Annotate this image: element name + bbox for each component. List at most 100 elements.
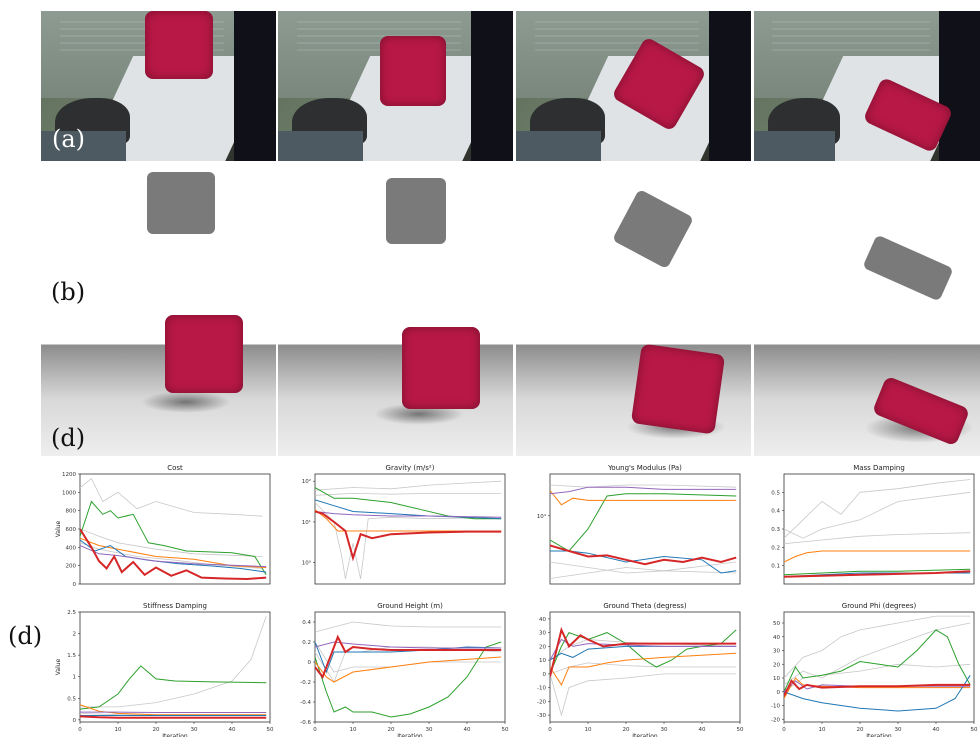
pillow [402,327,480,409]
depth-silhouette-1 [147,172,215,234]
x-tick-label: 50 [502,727,509,733]
series-line-blue-6 [784,675,971,712]
chart-4: Mass Damping 0.1 0.2 0.3 0.4 0.5 [771,464,975,585]
pillow [630,343,726,435]
photo-frame-4 [754,11,980,161]
y-tick-label: -10 [771,704,780,710]
series-line-purple-7 [315,511,502,518]
depth-silhouette-4 [862,234,954,302]
plot-frame [79,473,271,585]
x-tick-label: 0 [782,727,786,733]
books [41,131,126,161]
chart-7: Ground Theta (degress) Iteration 0 10 20 30 40… [537,602,744,737]
y-tick-label: 0.1 [771,564,780,570]
series-line-gray-1 [784,479,971,539]
y-tick-label: 20 [773,662,780,668]
render-frame-4 [754,313,980,456]
y-tick-label: 800 [66,509,77,515]
y-tick-label: 600 [66,527,77,533]
y-tick-label: -10 [537,686,546,692]
series-line-purple-7 [550,638,737,661]
chart-title: Mass Damping [853,464,905,472]
y-axis-label: Value [55,520,62,537]
series-line-purple-7 [80,545,267,568]
background-figure [708,11,751,161]
series-line-best-7 [80,715,267,719]
series-line-green-5 [784,568,971,576]
render-frame-2 [278,313,513,456]
y-axis-label: Value [55,658,62,675]
series-line-best-8 [315,510,502,562]
y-tick-label: 1.5 [67,653,76,659]
chart-title: Ground Height (m) [377,602,443,610]
x-tick-label: 10 [115,727,122,733]
chart-title: Gravity (m/s²) [386,464,435,472]
y-tick-label: 0.2 [302,640,311,646]
render-frame-3 [516,313,751,456]
series-line-gray-3 [784,532,971,545]
render-frame-1 [41,313,276,456]
x-tick-label: 50 [737,727,744,733]
x-tick-label: 20 [857,727,864,733]
pillow [165,315,243,393]
series-line-gray-1 [80,477,263,517]
x-axis-label: Iteration [397,733,423,737]
series-line-orange-5 [550,490,737,506]
y-tick-label: 30 [539,631,546,637]
y-tick-label: 0.5 [67,696,76,702]
series-line-gray-1 [315,621,502,633]
y-tick-label: 0 [73,718,77,724]
y-tick-label: -20 [771,717,780,723]
y-tick-label: 10² [302,478,311,485]
series-line-gray-2 [80,528,263,557]
x-tick-label: 50 [267,727,274,733]
series-line-orange-5 [315,656,502,683]
chart-title: Ground Phi (degrees) [842,602,917,610]
y-tick-label: 20 [539,644,546,650]
chart-title: Young's Modulus (Pa) [607,464,682,472]
y-tick-label: 2 [73,632,77,638]
y-tick-label: 0.3 [771,527,780,533]
plot-frame [783,473,975,585]
row-label-d-renders: (d) [51,424,86,452]
series-line-green-4 [315,487,502,520]
photo-frame-2 [278,11,513,161]
x-tick-label: 40 [933,727,940,733]
y-tick-label: 0.4 [302,620,311,626]
x-tick-label: 10 [819,727,826,733]
x-tick-label: 20 [153,727,160,733]
chart-title: Cost [167,464,183,472]
chart-6: Ground Height (m) Iteration 0 10 20 30 40 50 -0.… [300,602,509,737]
series-line-gray-1 [550,673,737,717]
series-line-purple-6 [550,486,737,495]
y-tick-label: 10 [539,658,546,664]
series-line-gray-2 [550,561,737,574]
x-axis-label: Iteration [632,733,658,737]
pillow [145,11,213,79]
y-tick-label: 40 [539,617,546,623]
chart-2: Gravity (m/s²) 10⁰ 10¹ 10² [302,464,506,585]
row-label-a: (a) [52,125,86,153]
y-tick-label: 40 [773,635,780,641]
series-line-gray-3 [80,542,263,569]
y-tick-label: 0 [777,690,781,696]
y-tick-label: 50 [773,621,780,627]
series-line-best-7 [784,570,971,578]
series-line-gray-3 [315,502,502,579]
series-line-orange-5 [315,509,502,532]
background-figure [939,11,980,161]
y-tick-label: -20 [537,699,546,705]
plot-frame [79,611,271,723]
series-line-gray-1 [315,480,502,491]
background-figure [470,11,513,161]
y-tick-label: 0 [73,582,77,588]
y-tick-label: 0 [543,672,547,678]
series-line-best-8 [80,528,267,581]
x-tick-label: 40 [229,727,236,733]
pillow-shadow [141,391,231,413]
chart-8: Ground Phi (degrees) Iteration 0 10 20 30 40 50… [771,602,978,737]
y-tick-label: 400 [66,545,77,551]
y-tick-label: 1 [73,675,77,681]
photo-frame-1 [41,11,276,161]
